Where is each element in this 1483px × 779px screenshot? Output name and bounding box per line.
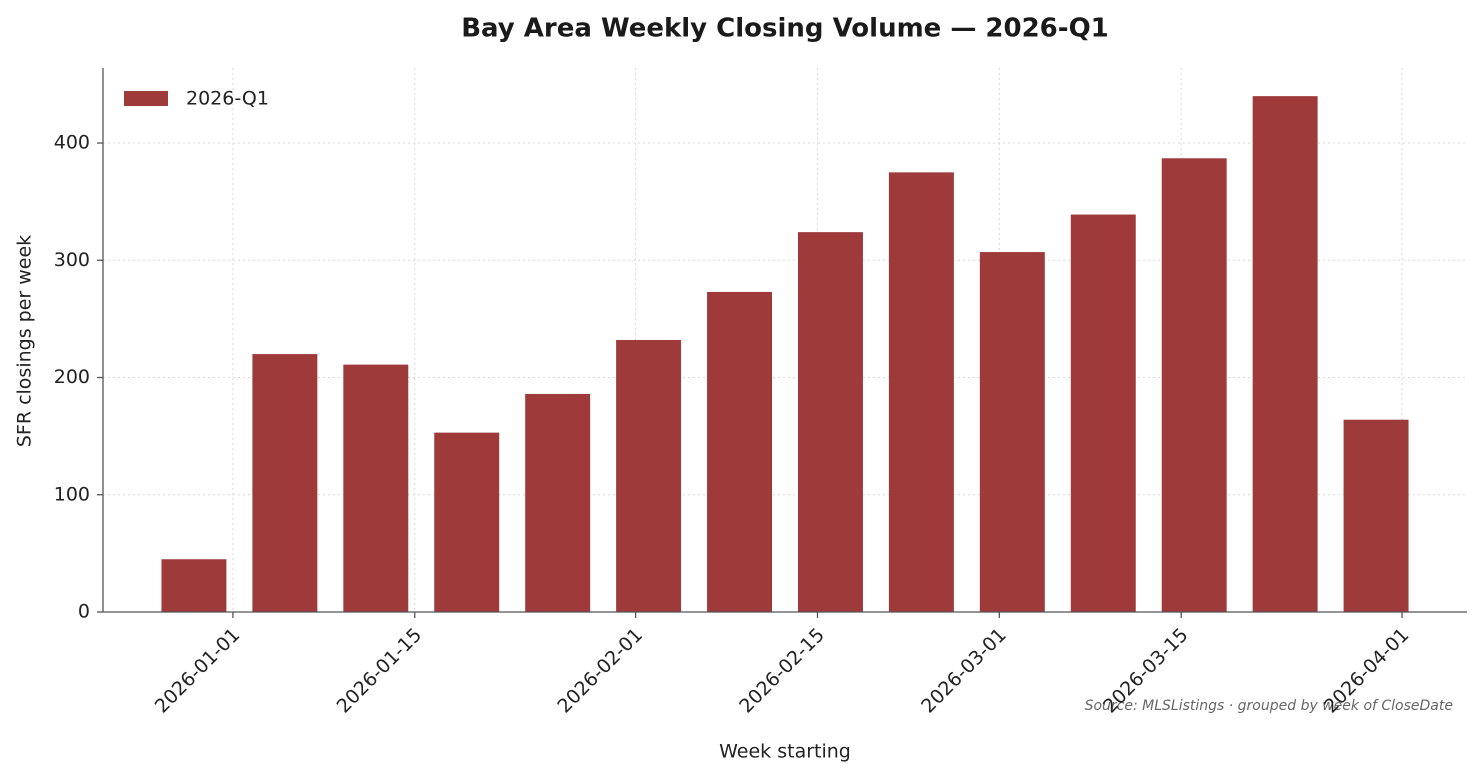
x-tick-label: 2026-02-01 bbox=[553, 624, 647, 718]
bar bbox=[616, 340, 682, 612]
bar bbox=[707, 291, 773, 612]
x-tick-label: 2026-01-01 bbox=[151, 624, 245, 718]
source-note: Source: MLSListings · grouped by week of… bbox=[1085, 698, 1453, 714]
x-tick-label: 2026-03-01 bbox=[917, 624, 1011, 718]
y-tick-label: 300 bbox=[54, 249, 90, 271]
bar bbox=[252, 354, 318, 612]
x-tick-label: 2026-02-15 bbox=[735, 624, 829, 718]
bar bbox=[1161, 158, 1227, 612]
y-axis-label: SFR closings per week bbox=[14, 235, 36, 447]
bar bbox=[1252, 96, 1318, 612]
y-tick-label: 0 bbox=[78, 601, 90, 623]
bar bbox=[161, 559, 227, 612]
bar bbox=[888, 172, 954, 612]
bar bbox=[1070, 214, 1136, 612]
bar bbox=[797, 232, 863, 612]
y-tick-label: 400 bbox=[54, 132, 90, 154]
bar bbox=[1343, 419, 1409, 612]
legend-swatch bbox=[124, 91, 168, 106]
x-tick-label: 2026-01-15 bbox=[333, 624, 427, 718]
legend-label: 2026-Q1 bbox=[186, 88, 269, 110]
y-tick-label: 200 bbox=[54, 366, 90, 388]
x-axis-label: Week starting bbox=[719, 741, 851, 763]
bar bbox=[343, 364, 409, 612]
bar bbox=[979, 252, 1045, 612]
bar bbox=[525, 393, 591, 612]
chart-title: Bay Area Weekly Closing Volume — 2026-Q1 bbox=[461, 14, 1109, 44]
y-tick-label: 100 bbox=[54, 483, 90, 505]
bar bbox=[434, 432, 500, 612]
